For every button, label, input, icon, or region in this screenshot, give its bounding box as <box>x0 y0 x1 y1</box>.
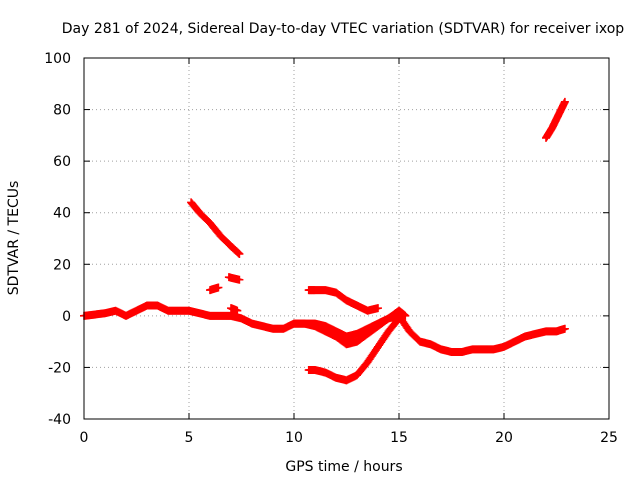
y-tick-label: 20 <box>53 257 71 273</box>
series-rising-segment-22h <box>542 97 569 142</box>
data-points <box>80 97 569 385</box>
data-point <box>214 283 223 292</box>
data-point <box>401 311 410 320</box>
x-tick-label: 0 <box>80 430 89 446</box>
y-axis-label: SDTVAR / TECUs <box>6 181 22 296</box>
series-lower-arc-11h <box>304 314 403 385</box>
y-tick-label: -20 <box>48 360 71 376</box>
data-point <box>233 306 242 315</box>
y-tick-label: 60 <box>53 154 71 170</box>
series-upper-arc-11h <box>304 286 382 315</box>
series-short-segment-6h <box>206 283 223 295</box>
x-tick-label: 15 <box>390 430 408 446</box>
data-point <box>395 314 403 323</box>
data-point <box>235 249 244 258</box>
data-point <box>374 304 382 313</box>
grid-lines <box>84 58 609 419</box>
data-point <box>393 315 402 324</box>
x-tick-label: 20 <box>495 430 513 446</box>
chart-title: Day 281 of 2024, Sidereal Day-to-day VTE… <box>62 21 625 37</box>
y-tick-label: 40 <box>53 206 71 222</box>
y-tick-label: 80 <box>53 103 71 119</box>
series-descending-arc-5h <box>187 198 244 258</box>
x-axis-label: GPS time / hours <box>285 459 402 475</box>
y-tick-label: 100 <box>44 51 71 67</box>
x-tick-label: 10 <box>285 430 303 446</box>
y-tick-label: -40 <box>48 412 71 428</box>
series-crossing-arc-11h <box>290 306 410 349</box>
data-point <box>560 97 569 106</box>
x-tick-label: 25 <box>600 430 618 446</box>
plot-frame <box>83 57 610 420</box>
axis-ticks: 0 5 10 15 20 25 -40 -20 0 20 40 60 80 100 <box>44 51 618 446</box>
data-point <box>235 275 244 284</box>
data-point <box>560 324 569 333</box>
series-short-segment-7h-low <box>227 304 242 315</box>
x-tick-label: 5 <box>185 430 194 446</box>
y-tick-label: 0 <box>62 309 71 325</box>
series-short-segment-7h <box>224 273 244 284</box>
